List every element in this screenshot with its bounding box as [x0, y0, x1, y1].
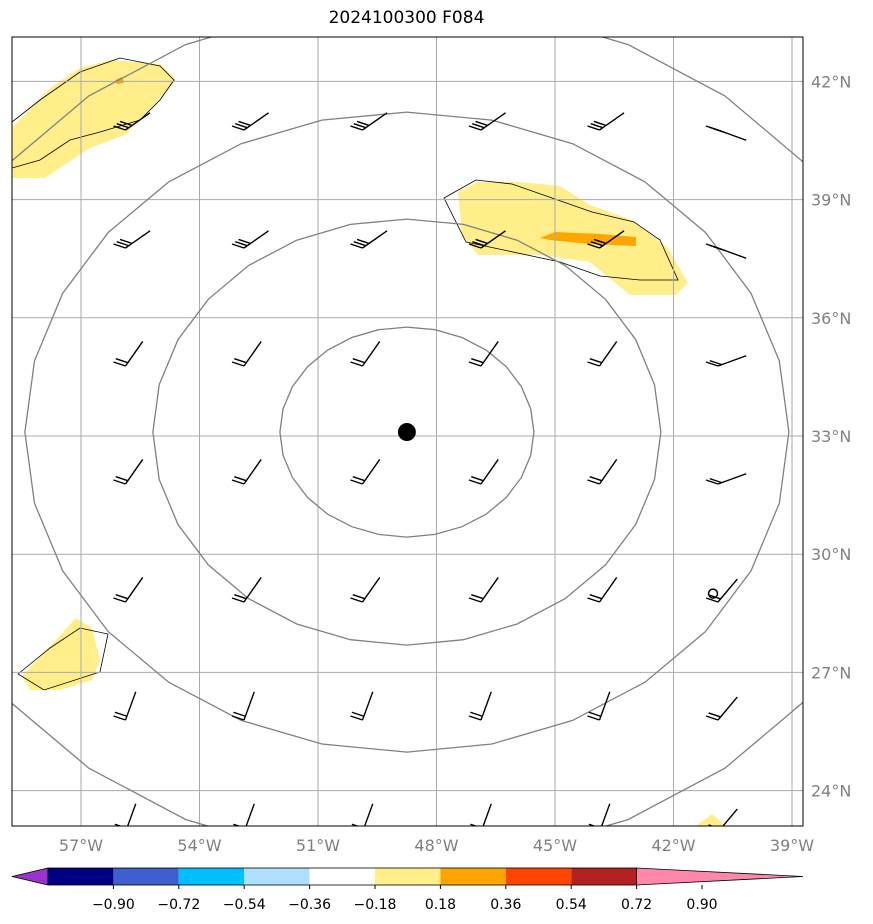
- wind-barb: [705, 243, 747, 259]
- wind-barb: [231, 459, 262, 485]
- lat-tick-label: 39°N: [811, 191, 851, 210]
- lon-tick-label: 39°W: [770, 836, 814, 855]
- wind-barb: [705, 355, 747, 367]
- wind-barb: [350, 459, 381, 485]
- lat-tick-label: 24°N: [811, 782, 851, 801]
- wind-barb: [468, 691, 492, 721]
- wind-barb: [233, 803, 255, 826]
- wind-barb: [350, 112, 388, 131]
- wind-barb: [587, 112, 625, 131]
- lat-tick-label: 42°N: [811, 72, 851, 91]
- colorbar-segment: [375, 868, 441, 885]
- wind-barb: [350, 691, 374, 721]
- distance-ring: [152, 218, 662, 646]
- colorbar-segment: [113, 868, 179, 885]
- wind-barb: [231, 691, 255, 721]
- wind-barb: [113, 577, 144, 603]
- colorbar-segment: [440, 868, 506, 885]
- outline-contour-nw: [12, 57, 175, 169]
- wind-barb: [114, 803, 137, 826]
- colorbar-tick-label: 0.72: [621, 897, 652, 913]
- colorbar-tick-label: 0.54: [556, 897, 587, 913]
- colorbar-tick-label: −0.54: [223, 897, 266, 913]
- wind-barb: [468, 230, 506, 249]
- colorbar-segment: [571, 868, 637, 885]
- wind-barb: [351, 803, 374, 826]
- wind-barb: [468, 112, 506, 131]
- colorbar-segment: [309, 868, 375, 885]
- wind-barb: [468, 459, 499, 485]
- colorbar-extend-high: [636, 867, 804, 886]
- point-marker-circle: [707, 588, 719, 599]
- colorbar-tick-label: 0.36: [490, 897, 521, 913]
- wind-barb: [587, 691, 611, 721]
- lat-tick-label: 36°N: [811, 309, 851, 328]
- colorbar-segment: [505, 868, 572, 885]
- colorbar-tick-label: −0.18: [354, 897, 397, 913]
- wind-barb: [113, 341, 144, 367]
- wind-barb: [587, 341, 618, 367]
- colorbar-segment: [48, 868, 114, 885]
- colorbar-tick-label: 0.90: [686, 897, 717, 913]
- shaded-area-se: [696, 814, 726, 826]
- outline-contour-sw: [17, 627, 109, 691]
- colorbar-tick-label: 0.18: [425, 897, 456, 913]
- wind-barb: [587, 577, 618, 603]
- lon-tick-label: 45°W: [533, 836, 577, 855]
- wind-barb: [113, 230, 151, 249]
- wind-barb: [350, 341, 381, 367]
- lon-tick-label: 48°W: [414, 836, 458, 855]
- colorbar-segment: [244, 868, 310, 885]
- wind-barb: [587, 230, 625, 249]
- shaded-area-sw: [22, 618, 100, 690]
- wind-barb: [113, 459, 144, 485]
- wind-barb: [231, 577, 262, 603]
- colorbar-tick-label: −0.90: [92, 897, 135, 913]
- wind-barb: [350, 577, 381, 603]
- wind-barb: [705, 473, 747, 485]
- wind-barb: [587, 459, 618, 485]
- colorbar-extend-low: [11, 867, 49, 886]
- lon-tick-label: 42°W: [651, 836, 695, 855]
- lat-tick-label: 30°N: [811, 545, 851, 564]
- wind-barb: [468, 341, 499, 367]
- lon-tick-label: 51°W: [296, 836, 340, 855]
- wind-barb: [231, 230, 269, 249]
- distance-ring: [24, 111, 790, 753]
- map-frame: [11, 36, 804, 827]
- colorbar-segment: [178, 868, 245, 885]
- shaded-area-ne-core: [540, 232, 636, 246]
- colorbar-tick-label: −0.36: [288, 897, 331, 913]
- storm-center-marker: [397, 423, 416, 442]
- lat-tick-label: 33°N: [811, 427, 851, 446]
- wind-barb: [113, 691, 137, 721]
- wind-barb: [588, 803, 611, 826]
- wind-barb: [705, 125, 747, 141]
- outline-contour-ne: [443, 179, 679, 281]
- colorbar-tick-label: −0.72: [157, 897, 200, 913]
- wind-barb: [705, 578, 738, 603]
- wind-barb: [705, 696, 738, 721]
- wind-barb: [113, 112, 151, 131]
- lon-tick-label: 57°W: [59, 836, 103, 855]
- wind-barb: [231, 341, 262, 367]
- wind-barb: [350, 230, 388, 249]
- distance-ring: [12, 37, 803, 826]
- distance-ring: [279, 326, 535, 538]
- wind-barb: [470, 803, 492, 826]
- shaded-area-nw: [12, 60, 176, 178]
- wind-barb: [468, 577, 499, 603]
- colorbar-frame: [47, 867, 637, 886]
- lat-tick-label: 27°N: [811, 663, 851, 682]
- lon-tick-label: 54°W: [177, 836, 221, 855]
- map-title: 2024100300 F084: [328, 8, 485, 28]
- wind-barb: [231, 112, 269, 131]
